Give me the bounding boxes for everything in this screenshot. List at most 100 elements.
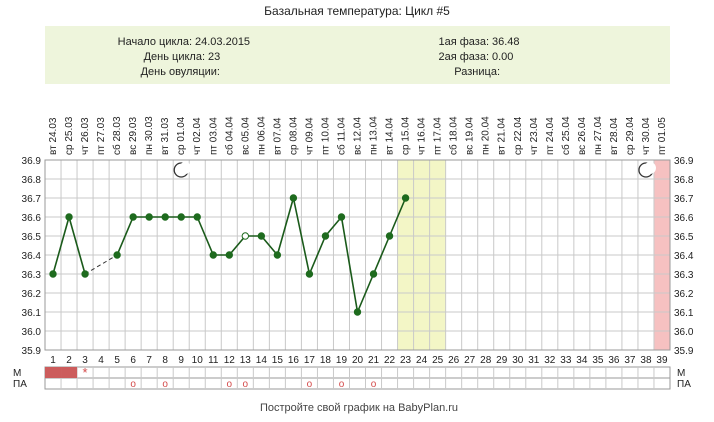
date-label: ср 15.04 [401,116,412,155]
date-label: вс 12.04 [353,117,364,155]
series-segment [260,235,278,256]
y-tick-label-right: 36.2 [674,289,694,300]
day-number-label: 13 [240,355,252,366]
row-label-m-left: М [13,368,21,379]
date-label: пт 10.04 [320,117,331,155]
y-tick-label-right: 36.8 [674,175,694,186]
pa-marker: о [243,379,249,390]
day-number-label: 29 [496,355,508,366]
temperature-point [81,270,89,278]
y-tick-label-right: 36.7 [674,194,694,205]
plot-frame [44,159,671,351]
temperature-point [257,232,266,240]
date-label: сб 25.04 [560,116,572,155]
day-number-label: 22 [384,355,396,366]
day-number-label: 28 [480,355,492,366]
temperature-point [145,213,153,221]
temperature-point [321,232,330,240]
day-number-label: 31 [528,355,540,366]
date-label: вс 29.03 [128,117,139,155]
y-tick-label-right: 36.1 [674,308,694,319]
date-label: вс 05.04 [240,117,251,155]
date-label: сб 28.03 [111,116,123,155]
cycle-day-label: День цикла: [144,51,205,63]
y-tick-label-left: 36.5 [22,232,42,243]
y-tick-label-right: 36.0 [674,327,694,338]
date-label: пт 27.03 [96,117,107,155]
series-segment [308,235,327,275]
cycle-info-panel: Начало цикла: 24.03.2015 День цикла: 23 … [45,26,670,84]
day-number-label: 18 [320,355,332,366]
y-tick-label-left: 36.2 [22,289,42,300]
day-number-label: 39 [656,355,668,366]
y-tick-label-left: 36.3 [22,270,42,281]
cycle-day-value: 23 [208,51,220,63]
y-tick-label-right: 35.9 [674,346,694,357]
temperature-point [241,232,250,240]
day-number-label: 33 [560,355,572,366]
date-label: пт 01.05 [657,117,668,155]
date-label: пн 13.04 [369,116,380,155]
day-number-label: 30 [512,355,524,366]
menses-cell [45,367,62,378]
day-number-label: 9 [178,355,184,366]
date-label: сб 18.04 [448,116,460,155]
date-label: чт 30.04 [641,117,652,155]
moon-cutout [643,162,656,174]
day-number-label: 5 [114,355,120,366]
date-label: чт 23.04 [529,117,540,155]
chart-title: Базальная температура: Цикл #5 [264,4,450,18]
date-label: вт 31.03 [160,117,171,155]
temperature-point [337,213,346,221]
temperature-point [65,213,73,221]
date-label: чт 16.04 [417,117,428,155]
y-tick-label-left: 36.9 [22,156,42,167]
day-number-label: 26 [448,355,460,366]
temperature-axis: 35.9 35.9 36.0 36.0 36.1 36.1 36.2 36.2 36.3 36.3… [22,156,694,357]
pa-marker: о [162,379,168,390]
y-tick-label-left: 36.1 [22,308,42,319]
date-label: чт 02.04 [192,117,203,155]
pa-marker: о [130,379,136,390]
day-number-label: 27 [464,355,476,366]
series-segment [276,197,295,256]
pa-marker: о [307,379,313,390]
series-segment [292,197,311,275]
day-number-label: 4 [98,355,104,366]
series-segment [324,216,343,237]
day-number-label: 19 [336,355,348,366]
day-number-label: 1 [50,355,56,366]
footer-link-text[interactable]: Постройте свой график на BabyPlan.ru [260,402,458,414]
date-label: пн 06.04 [256,116,267,155]
date-label: ср 22.04 [513,116,524,155]
pa-marker: о [371,379,377,390]
series-segment [68,216,86,275]
y-tick-label-right: 36.3 [674,270,694,281]
temperature-point [209,251,217,259]
temperature-point [113,251,121,259]
day-number-label: 6 [130,355,136,366]
series-segment [52,216,70,275]
series-segment [116,216,134,256]
temperature-point [305,270,314,278]
date-label: сб 11.04 [335,117,347,155]
date-label: вт 14.04 [385,117,396,155]
date-label: чт 26.03 [80,117,91,155]
temperature-point [129,213,137,221]
day-number-label: 17 [304,355,316,366]
date-label: вт 07.04 [272,117,283,155]
day-number-label: 15 [272,355,284,366]
temperature-point [369,270,378,278]
y-tick-label-left: 35.9 [22,346,42,357]
date-header: вт 24.03 ср 25.03 чт 26.03 пт 27.03 сб 28.03… [48,116,668,155]
day-number-label: 35 [592,355,604,366]
day-number-label: 12 [224,355,236,366]
temperature-point [193,213,201,221]
day-number-label: 14 [256,355,268,366]
y-tick-label-left: 36.6 [22,213,42,224]
day-number-label: 24 [416,355,428,366]
row-label-m-right: М [677,368,685,379]
temperature-series [49,194,410,316]
